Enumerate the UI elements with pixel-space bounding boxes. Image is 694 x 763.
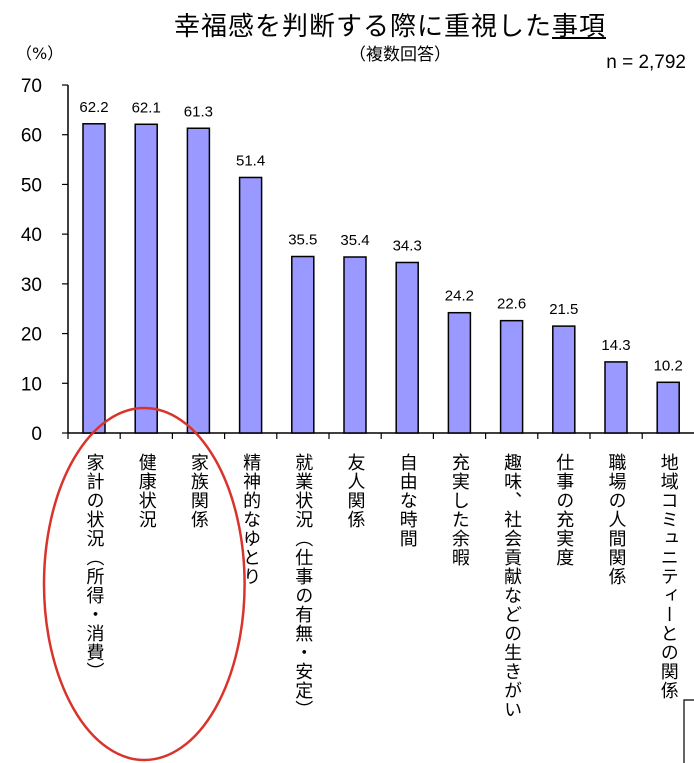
category-label: 職場の人間関係 bbox=[606, 453, 627, 586]
y-tick-label: 0 bbox=[31, 424, 42, 445]
data-label: 61.3 bbox=[184, 103, 213, 120]
bar bbox=[552, 325, 576, 434]
y-tick-label: 40 bbox=[21, 225, 42, 246]
category-label: 家族関係 bbox=[188, 453, 209, 529]
category-label: 就業状況（仕事の有無・安定） bbox=[292, 453, 313, 719]
data-label: 14.3 bbox=[601, 337, 630, 354]
data-label: 24.2 bbox=[445, 288, 474, 305]
bar bbox=[499, 319, 524, 434]
sample-size-label: n = 2,792 bbox=[606, 52, 686, 73]
bar bbox=[656, 381, 680, 434]
chart-subtitle: （複数回答） bbox=[349, 45, 451, 65]
category-label: 充実した余暇 bbox=[449, 453, 470, 567]
data-label: 62.1 bbox=[132, 99, 161, 116]
category-label: 地域コミュニティーとの関係 bbox=[658, 453, 679, 700]
category-label: 友人関係 bbox=[345, 453, 366, 529]
y-tick-label: 20 bbox=[21, 325, 42, 346]
data-label: 21.5 bbox=[549, 301, 578, 318]
bar bbox=[82, 123, 106, 434]
data-label: 35.4 bbox=[340, 232, 369, 249]
bar bbox=[604, 361, 628, 434]
y-tick-label: 30 bbox=[21, 275, 42, 296]
y-tick-label: 50 bbox=[21, 175, 42, 196]
y-tick-label: 10 bbox=[21, 374, 42, 395]
bar bbox=[395, 261, 419, 434]
chart-title: 幸福感を判断する際に重視した事項 bbox=[150, 6, 630, 43]
bar bbox=[343, 256, 367, 434]
category-label: 家計の状況（所得・消費） bbox=[84, 453, 105, 681]
category-label: 仕事の充実度 bbox=[553, 453, 574, 567]
data-label: 34.3 bbox=[393, 237, 422, 254]
category-label: 健康状況 bbox=[136, 453, 157, 529]
category-label: 自由な時間 bbox=[397, 453, 418, 548]
data-label: 10.2 bbox=[654, 357, 683, 374]
bar bbox=[291, 255, 315, 434]
bar bbox=[238, 176, 263, 434]
category-label: 精神的なゆとり bbox=[240, 453, 261, 586]
bar bbox=[186, 127, 211, 434]
category-label: 趣味、社会貢献などの生きがい bbox=[501, 453, 522, 719]
highlight-ellipse bbox=[42, 406, 246, 762]
bar bbox=[134, 123, 158, 434]
y-tick-label: 70 bbox=[21, 76, 42, 97]
bar bbox=[447, 311, 472, 434]
chart-title-underlined: 事項 bbox=[552, 12, 607, 42]
data-label: 51.4 bbox=[236, 152, 265, 169]
data-label: 35.5 bbox=[288, 232, 317, 249]
cropped-frame-edge bbox=[683, 699, 694, 763]
y-tick-label: 60 bbox=[21, 126, 42, 147]
y-axis-unit-label: （%） bbox=[16, 44, 64, 63]
data-label: 62.2 bbox=[79, 99, 108, 116]
data-label: 22.6 bbox=[497, 296, 526, 313]
chart-title-plain: 幸福感を判断する際に重視した bbox=[173, 12, 552, 42]
